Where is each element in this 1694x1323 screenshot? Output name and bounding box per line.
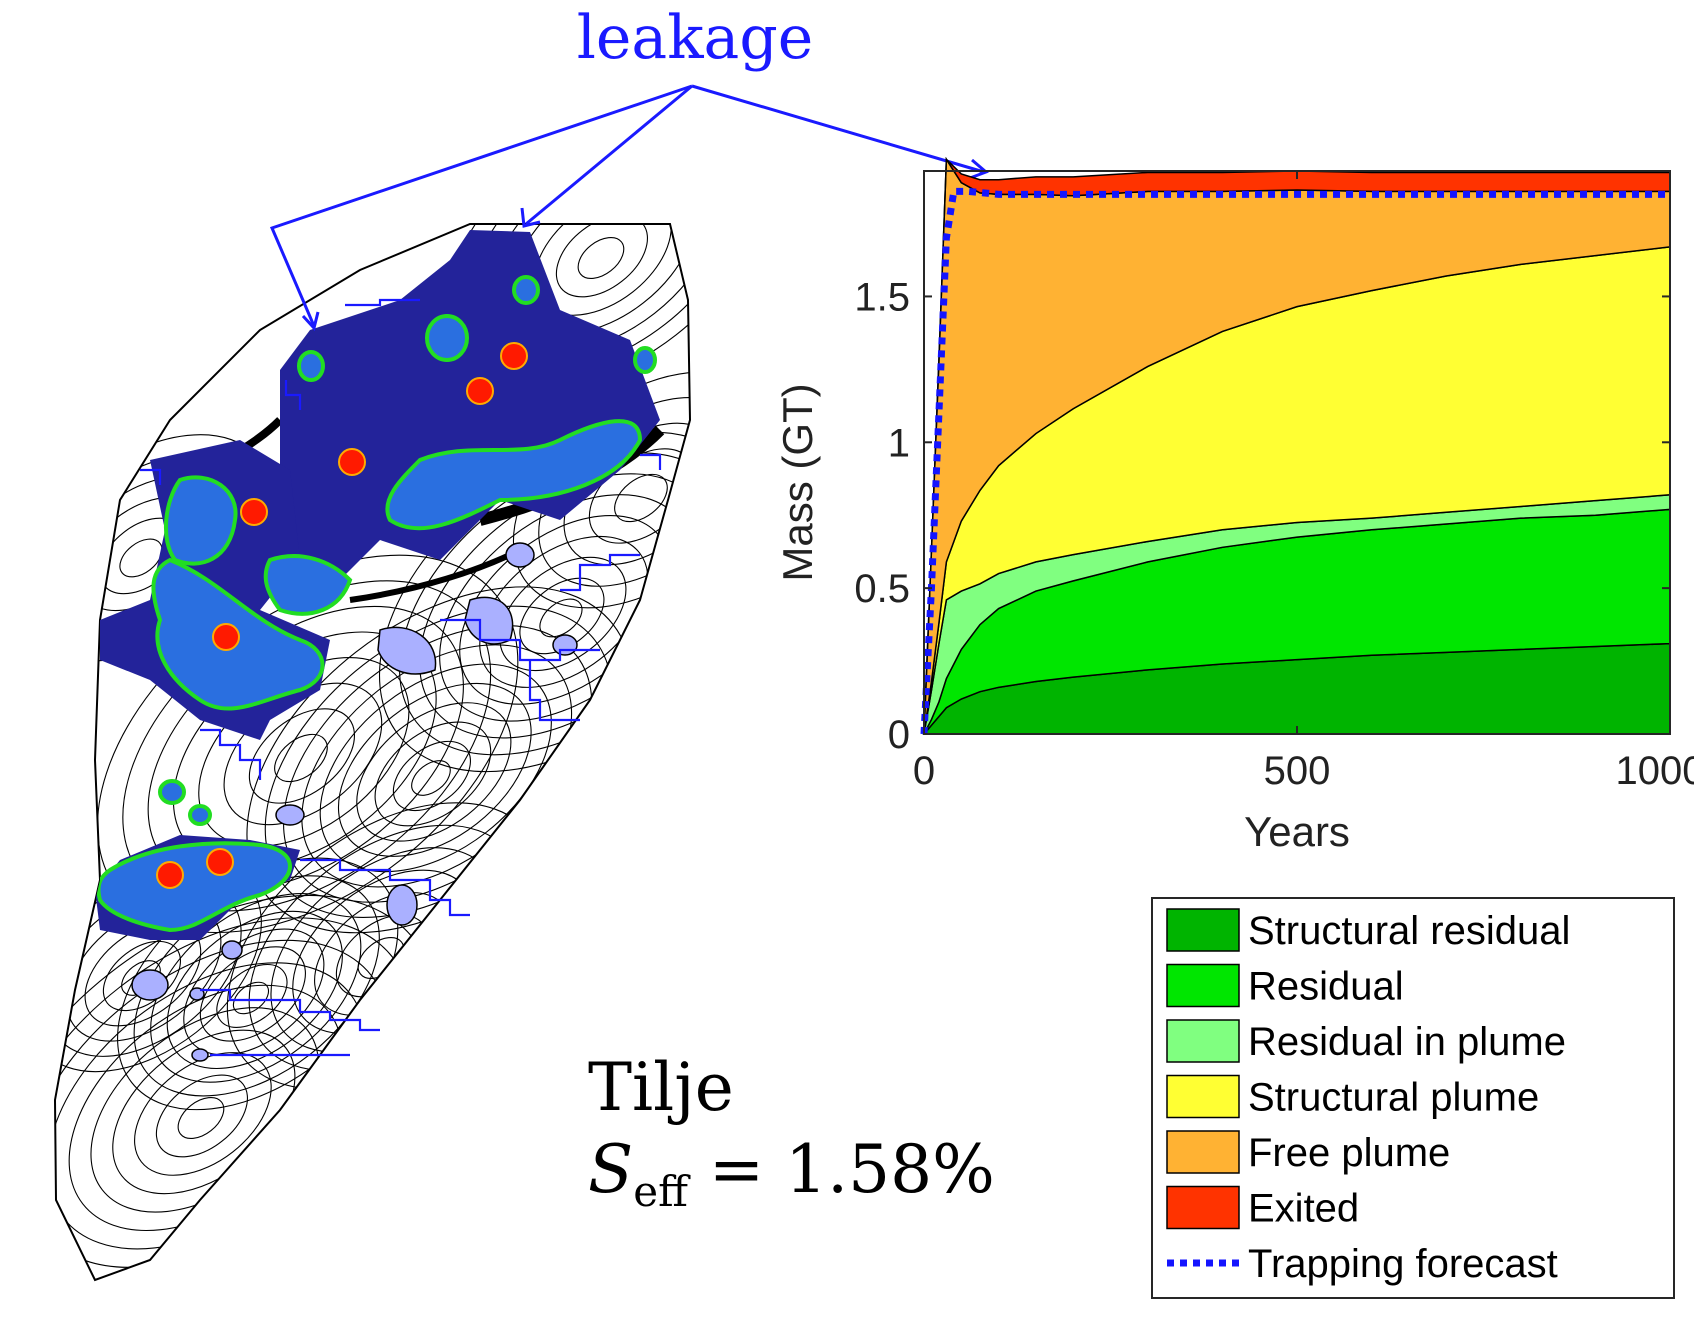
efficiency-value: = 1.58% (688, 1131, 995, 1208)
light-plume-patches (131, 542, 578, 1062)
contour-line (356, 702, 512, 842)
storage-efficiency: Seff = 1.58% (588, 1131, 995, 1216)
well-marker (206, 848, 234, 876)
formation-map (53, 223, 692, 1282)
y-tick-label: 1.5 (854, 275, 910, 319)
legend-label: Structural plume (1248, 1076, 1539, 1120)
contour-line (337, 682, 532, 857)
injection-wells (156, 342, 528, 889)
legend-swatch (1166, 1074, 1240, 1119)
leakage-annotation: leakage (269, 3, 989, 332)
forecast-line (920, 187, 1670, 735)
legend-label: Residual in plume (1248, 1020, 1566, 1064)
contour-line (232, 981, 270, 1015)
y-axis-label: Mass (GT) (774, 383, 821, 581)
plume-regions (95, 230, 660, 1062)
formation-name: Tilje (588, 1049, 734, 1126)
x-tick-label: 1000 (1616, 749, 1694, 793)
x-axis-label: Years (1244, 808, 1350, 855)
chart-areas (922, 156, 1671, 735)
y-tick-label: 0 (888, 713, 910, 757)
legend-swatch (1166, 1130, 1240, 1174)
residual-patches (96, 275, 657, 933)
legend-label: Trapping forecast (1248, 1242, 1558, 1286)
plume-north (280, 230, 660, 590)
spill-paths (140, 298, 662, 1057)
contour-line (166, 910, 343, 1070)
legend-swatch (1166, 1185, 1240, 1230)
forecast-line-group (920, 187, 1670, 735)
contour-line (555, 224, 649, 298)
chart-legend: Structural residual Residual Residual in p… (1151, 897, 1675, 1299)
well-marker (466, 377, 494, 405)
y-tick-label: 1 (888, 421, 910, 465)
efficiency-subscript: eff (633, 1167, 691, 1216)
contour-line (539, 598, 583, 638)
well-marker (500, 342, 528, 370)
contour-line (177, 1096, 225, 1139)
mass-chart: 0 500 1000 0 0.5 1 1.5 Years Mass (GT) (774, 156, 1694, 855)
contour-line (577, 236, 625, 279)
contour-line (411, 760, 451, 796)
legend-items: Structural residual Residual Residual in p… (1166, 908, 1570, 1286)
leakage-label: leakage (577, 3, 814, 73)
legend-label: Free plume (1248, 1131, 1450, 1175)
y-axis-ticks: 0 0.5 1 1.5 (854, 275, 1670, 757)
legend-swatch (1166, 963, 1240, 1008)
x-tick-label: 500 (1264, 749, 1331, 793)
legend-label: Residual (1248, 965, 1404, 1009)
well-marker (338, 448, 366, 476)
legend-swatch (1166, 1019, 1240, 1063)
contour-line (216, 963, 288, 1028)
legend-swatch (1166, 908, 1240, 952)
legend-label: Exited (1248, 1187, 1359, 1231)
efficiency-symbol: S (588, 1131, 633, 1208)
contour-line (614, 473, 668, 523)
well-marker (156, 861, 184, 889)
well-marker (240, 498, 268, 526)
x-axis-ticks: 0 500 1000 (913, 171, 1694, 793)
y-tick-label: 0.5 (854, 567, 910, 611)
legend-label: Structural residual (1248, 909, 1570, 953)
contour-line (119, 538, 163, 578)
contour-line (374, 721, 492, 827)
contour-line (319, 663, 552, 873)
contour-line (199, 946, 306, 1042)
formation-info: Tilje Seff = 1.58% (588, 1049, 995, 1216)
contour-line (155, 1074, 249, 1158)
well-marker (212, 623, 240, 651)
contour-line (392, 740, 471, 812)
contour-line (134, 1052, 272, 1176)
x-tick-label: 0 (913, 749, 935, 793)
